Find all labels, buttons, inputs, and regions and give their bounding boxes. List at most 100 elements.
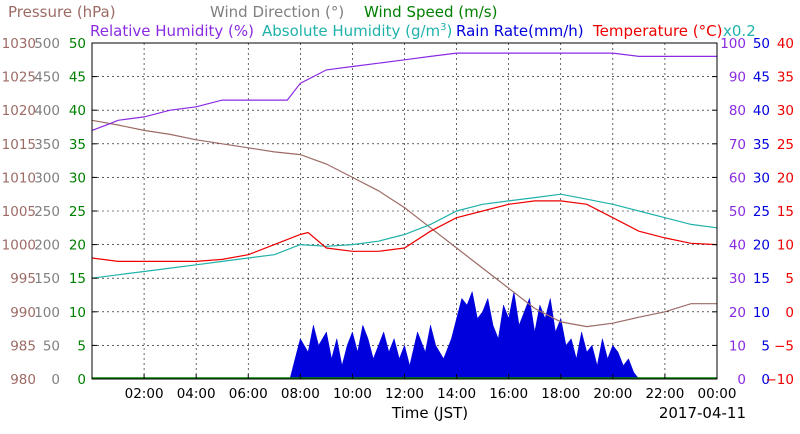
y-tick-label-wind_direction: 50 [43, 338, 60, 354]
y-tick-label-rain: 0 [761, 372, 770, 388]
y-tick-label-temperature: 5 [785, 271, 794, 287]
y-tick-label-humidity: 30 [729, 271, 746, 287]
y-tick-label-wind_speed: 5 [77, 338, 86, 354]
y-tick-label-wind_direction: 200 [34, 238, 60, 254]
x-tick-label: 08:00 [281, 386, 320, 402]
x-tick-label: 18:00 [541, 386, 580, 402]
y-tick-label-rain: 40 [753, 103, 770, 119]
y-tick-label-wind_speed: 15 [69, 271, 86, 287]
legend-entry: Rain Rate(mm/h) [456, 22, 584, 40]
y-tick-label-humidity: 100 [720, 36, 746, 52]
legend-entry: Temperature (°C) [592, 22, 722, 40]
rain-rate-area-path [289, 290, 640, 380]
legend-entry: Absolute Humidity (g/m3) [262, 22, 452, 40]
y-tick-label-temperature: 25 [777, 137, 794, 153]
y-tick-label-temperature: −10 [766, 372, 795, 388]
y-tick-label-temperature: 10 [777, 238, 794, 254]
y-tick-label-humidity: 50 [729, 204, 746, 220]
x-tick-label: 22:00 [645, 386, 684, 402]
y-tick-label-temperature: 30 [777, 103, 794, 119]
y-tick-label-pressure: 995 [10, 271, 36, 287]
y-tick-label-wind_speed: 35 [69, 137, 86, 153]
y-tick-label-pressure: 990 [10, 305, 36, 321]
y-tick-label-pressure: 1020 [2, 103, 36, 119]
y-tick-label-rain: 35 [753, 137, 770, 153]
y-tick-label-humidity: 10 [729, 338, 746, 354]
y-tick-label-wind_speed: 40 [69, 103, 86, 119]
y-tick-label-rain: 30 [753, 170, 770, 186]
y-tick-label-wind_direction: 450 [34, 70, 60, 86]
y-tick-label-rain: 10 [753, 305, 770, 321]
y-tick-label-temperature: 35 [777, 70, 794, 86]
y-tick-label-humidity: 0 [737, 372, 746, 388]
series-line [91, 119, 717, 328]
y-tick-label-temperature: 15 [777, 204, 794, 220]
y-tick-label-wind_speed: 25 [69, 204, 86, 220]
y-tick-label-wind_direction: 250 [34, 204, 60, 220]
legend-entry: Pressure (hPa) [8, 3, 116, 21]
y-tick-label-wind_direction: 100 [34, 305, 60, 321]
y-tick-label-rain: 45 [753, 70, 770, 86]
y-tick-label-pressure: 1000 [2, 238, 36, 254]
y-tick-label-rain: 25 [753, 204, 770, 220]
x-tick-label: 20:00 [593, 386, 632, 402]
series-line [91, 52, 717, 131]
y-tick-label-wind_speed: 20 [69, 238, 86, 254]
y-tick-label-wind_direction: 350 [34, 137, 60, 153]
legend-entry: Wind Speed (m/s) [364, 3, 497, 21]
left-axes: 9809859909951000100510101015102010251030… [2, 36, 717, 388]
y-tick-label-rain: 20 [753, 238, 770, 254]
y-tick-label-humidity: 90 [729, 70, 746, 86]
y-tick-label-humidity: 70 [729, 137, 746, 153]
y-tick-label-pressure: 1010 [2, 170, 36, 186]
date-label: 2017-04-11 [659, 404, 746, 422]
y-tick-label-wind_direction: 0 [51, 372, 60, 388]
y-tick-label-rain: 50 [753, 36, 770, 52]
y-tick-label-wind_direction: 150 [34, 271, 60, 287]
y-tick-label-temperature: 0 [785, 305, 794, 321]
legend-entry: Wind Direction (°) [210, 3, 344, 21]
legend-entry: x0.2 [723, 22, 756, 40]
y-tick-label-wind_speed: 10 [69, 305, 86, 321]
y-tick-label-humidity: 20 [729, 305, 746, 321]
y-tick-label-wind_speed: 0 [77, 372, 86, 388]
y-tick-label-pressure: 1025 [2, 70, 36, 86]
y-tick-label-rain: 15 [753, 271, 770, 287]
series-line [91, 200, 718, 262]
series-lines [91, 52, 718, 328]
series-line [91, 193, 718, 279]
x-tick-label: 02:00 [125, 386, 164, 402]
y-tick-label-pressure: 985 [10, 338, 36, 354]
y-tick-label-humidity: 60 [729, 170, 746, 186]
x-tick-label: 04:00 [177, 386, 216, 402]
y-tick-label-humidity: 80 [729, 103, 746, 119]
y-tick-label-pressure: 980 [10, 372, 36, 388]
y-tick-label-humidity: 40 [729, 238, 746, 254]
y-tick-label-wind_direction: 300 [34, 170, 60, 186]
y-tick-label-pressure: 1030 [2, 36, 36, 52]
y-tick-label-rain: 5 [761, 338, 770, 354]
legend-entry: Relative Humidity (%) [90, 22, 254, 40]
y-tick-label-wind_speed: 45 [69, 70, 86, 86]
x-tick-label: 16:00 [489, 386, 528, 402]
x-tick-label: 06:00 [229, 386, 268, 402]
y-tick-label-temperature: −5 [774, 338, 794, 354]
x-tick-label: 12:00 [385, 386, 424, 402]
y-tick-label-pressure: 1005 [2, 204, 36, 220]
y-tick-label-wind_direction: 400 [34, 103, 60, 119]
x-tick-label: 14:00 [437, 386, 476, 402]
x-tick-label: 10:00 [333, 386, 372, 402]
right-axes: 0102030405060708090100051015202530354045… [720, 36, 794, 388]
x-axis: 02:00 04:00 06:00 08:00 10:00 12:00 14:00 16:00… [91, 374, 737, 402]
y-tick-label-wind_speed: 50 [69, 36, 86, 52]
y-tick-label-temperature: 40 [777, 36, 794, 52]
x-tick-label: 00:00 [698, 386, 737, 402]
y-tick-label-temperature: 20 [777, 170, 794, 186]
x-axis-label: Time (JST) [391, 404, 468, 422]
y-tick-label-wind_speed: 30 [69, 170, 86, 186]
y-tick-label-pressure: 1015 [2, 137, 36, 153]
y-tick-label-wind_direction: 500 [34, 36, 60, 52]
legend: Pressure (hPa) Wind Direction (°) Wind Spe… [8, 3, 756, 40]
grid [92, 43, 717, 379]
